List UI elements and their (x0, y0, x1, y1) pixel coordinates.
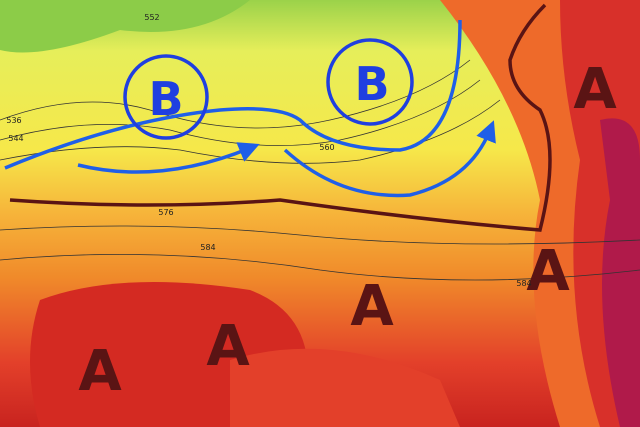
red-south (230, 348, 460, 427)
flow-arrows (4, 19, 496, 198)
high-pressure-label: A (78, 339, 122, 404)
ridge-line (9, 3, 552, 232)
contour-label: 576 (158, 208, 173, 217)
purple-east (600, 118, 640, 427)
contour-label: 584 (200, 243, 215, 252)
contour-label: 552 (144, 13, 159, 22)
contour-label: 584 (516, 279, 531, 288)
low-circles (123, 38, 414, 140)
labels: B B A A A A A 552 536 544 560 576 584 584 (6, 13, 617, 404)
low-pressure-label: B (148, 72, 183, 126)
high-pressure-label: A (526, 239, 570, 304)
high-pressure-label: A (573, 57, 617, 122)
green-area (0, 0, 250, 53)
contour-label: 536 (6, 116, 21, 125)
high-pressure-label: A (350, 274, 394, 339)
contour-label: 544 (8, 134, 23, 143)
contour-label: 560 (319, 143, 334, 152)
high-pressure-label: A (206, 314, 250, 379)
low-pressure-label: B (354, 57, 389, 111)
